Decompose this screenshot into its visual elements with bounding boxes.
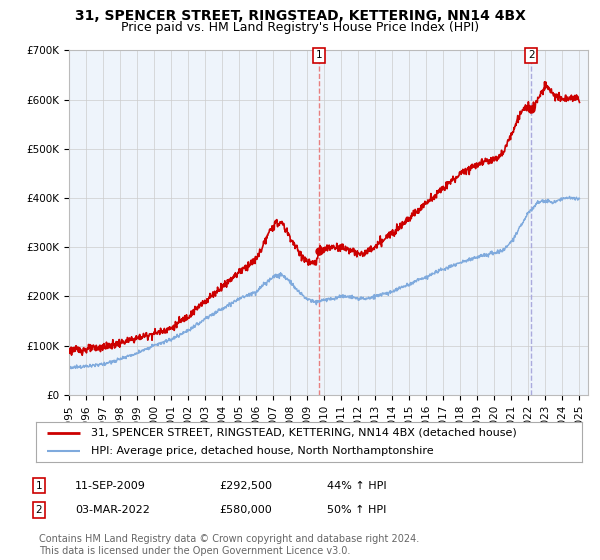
- Text: 50% ↑ HPI: 50% ↑ HPI: [327, 505, 386, 515]
- Text: 11-SEP-2009: 11-SEP-2009: [75, 480, 146, 491]
- Text: 03-MAR-2022: 03-MAR-2022: [75, 505, 150, 515]
- Text: HPI: Average price, detached house, North Northamptonshire: HPI: Average price, detached house, Nort…: [91, 446, 433, 456]
- Text: 1: 1: [35, 480, 43, 491]
- Text: £580,000: £580,000: [219, 505, 272, 515]
- Text: Price paid vs. HM Land Registry's House Price Index (HPI): Price paid vs. HM Land Registry's House …: [121, 21, 479, 34]
- Text: 44% ↑ HPI: 44% ↑ HPI: [327, 480, 386, 491]
- Text: 1: 1: [316, 50, 322, 60]
- Text: 31, SPENCER STREET, RINGSTEAD, KETTERING, NN14 4BX: 31, SPENCER STREET, RINGSTEAD, KETTERING…: [74, 9, 526, 23]
- Text: £292,500: £292,500: [219, 480, 272, 491]
- Text: 2: 2: [528, 50, 535, 60]
- Text: 2: 2: [35, 505, 43, 515]
- Text: Contains HM Land Registry data © Crown copyright and database right 2024.
This d: Contains HM Land Registry data © Crown c…: [39, 534, 419, 556]
- Text: 31, SPENCER STREET, RINGSTEAD, KETTERING, NN14 4BX (detached house): 31, SPENCER STREET, RINGSTEAD, KETTERING…: [91, 428, 517, 437]
